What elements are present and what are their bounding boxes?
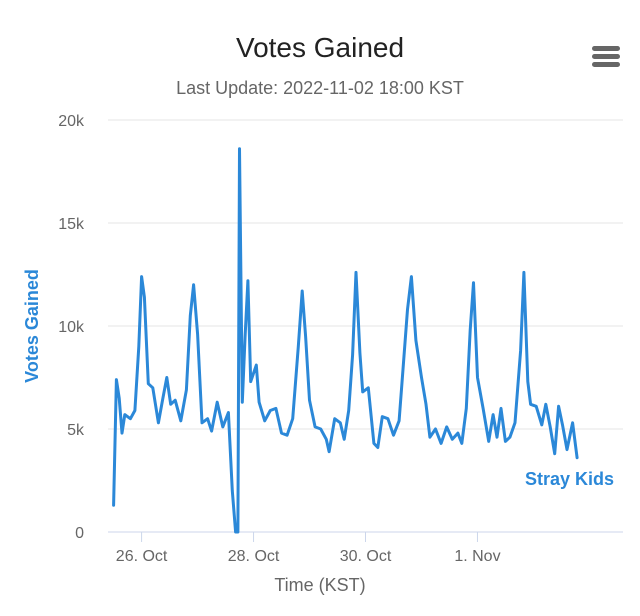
- x-tick-label: 28. Oct: [228, 548, 280, 565]
- chart-subtitle: Last Update: 2022-11-02 18:00 KST: [176, 78, 464, 98]
- series-line-stray-kids: [112, 147, 579, 534]
- y-tick-label: 20k: [58, 113, 85, 130]
- menu-icon[interactable]: [590, 44, 622, 70]
- x-axis-title: Time (KST): [274, 575, 365, 595]
- y-tick-label: 5k: [67, 422, 85, 439]
- x-tick-label: 26. Oct: [116, 548, 168, 565]
- x-tick-label: 1. Nov: [454, 548, 500, 565]
- chart-title: Votes Gained: [235, 32, 405, 63]
- y-tick-label: 15k: [58, 216, 85, 233]
- y-tick-label: 0: [75, 525, 84, 542]
- y-axis-title: Votes Gained: [22, 269, 42, 383]
- y-tick-label: 10k: [58, 319, 85, 336]
- x-tick-label: 30. Oct: [340, 548, 392, 565]
- series-label: Stray Kids: [525, 469, 614, 489]
